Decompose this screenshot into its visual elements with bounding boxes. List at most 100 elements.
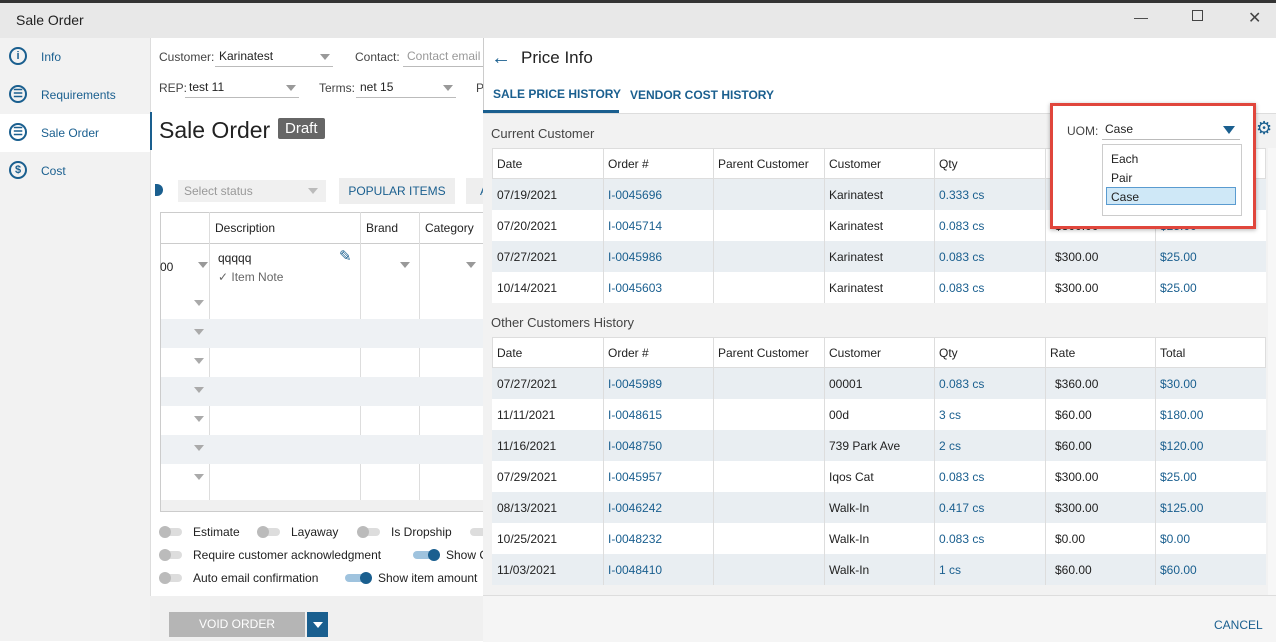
customer-input[interactable]: Karinatest [215, 46, 333, 67]
dropdown-arrow [400, 262, 410, 268]
cell-qty: 0.083 cs [939, 377, 985, 391]
column-divider [713, 148, 714, 303]
option-label: Show item amount [378, 571, 478, 585]
cell-date: 07/27/2021 [497, 250, 558, 264]
toggle[interactable] [258, 528, 280, 536]
column-divider [360, 212, 361, 500]
placeholder: Contact email [407, 49, 481, 63]
option-label: Estimate [193, 525, 240, 539]
terms-input[interactable]: net 15 [356, 77, 456, 98]
close[interactable]: ✕ [1248, 10, 1262, 27]
dropdown-arrow [194, 387, 204, 393]
status-select[interactable]: Select status [178, 180, 326, 202]
cell-order: I-0046242 [608, 501, 663, 515]
popular-items-button[interactable]: POPULAR ITEMS [339, 178, 455, 204]
toggle[interactable] [160, 551, 182, 559]
toggle[interactable] [160, 574, 182, 582]
value: Case [1105, 122, 1134, 136]
tab-indicator [483, 110, 619, 113]
cell-rate: $300.00 [1055, 501, 1099, 515]
dropdown-arrow [443, 85, 453, 91]
void-order-button[interactable]: VOID ORDER [169, 612, 305, 637]
table-row [492, 523, 1266, 554]
cell-order: I-0045986 [608, 250, 663, 264]
toggle[interactable] [160, 528, 182, 536]
cell-order: I-0048615 [608, 408, 663, 422]
cell-customer: 00d [829, 408, 850, 422]
cell-total: $125.00 [1160, 501, 1204, 515]
label: Terms: [319, 81, 355, 95]
row-stripe [161, 319, 483, 348]
dropdown-arrow [194, 358, 204, 364]
divider [483, 113, 1276, 114]
arrow [313, 622, 323, 628]
tab[interactable]: VENDOR COST HISTORY [630, 88, 775, 102]
column-header: Qty [939, 157, 958, 171]
cell-date: 07/27/2021 [497, 377, 558, 391]
cell-date: 08/13/2021 [497, 501, 558, 515]
icon: ☰ [9, 85, 27, 103]
cell-total: $25.00 [1160, 250, 1197, 264]
column-header: Date [497, 346, 523, 360]
toggle[interactable] [413, 551, 435, 559]
cell-rate: $300.00 [1055, 281, 1099, 295]
window-title: Sale Order [16, 12, 84, 28]
nav-item[interactable]: Info [41, 50, 62, 64]
column-divider [1045, 148, 1046, 303]
dropdown-arrow [286, 85, 296, 91]
cell-qty: 0.417 cs [939, 501, 985, 515]
back-button[interactable]: ← [491, 47, 511, 69]
cell-customer: Walk-In [829, 501, 870, 515]
nav-item[interactable]: Requirements [41, 88, 116, 102]
cell-date: 11/16/2021 [497, 439, 557, 453]
toggle[interactable] [345, 574, 367, 582]
cancel-button[interactable]: CANCEL [1214, 618, 1263, 632]
uom-option[interactable]: Case [1111, 190, 1140, 204]
nav-item[interactable]: Cost [41, 164, 66, 178]
cell-total: $25.00 [1160, 470, 1197, 484]
column-divider [209, 212, 210, 500]
minimize[interactable]: — [1134, 9, 1148, 25]
cell-date: 11/03/2021 [497, 563, 557, 577]
cell-date: 07/29/2021 [497, 470, 558, 484]
label: P [476, 81, 485, 95]
toggle[interactable] [470, 528, 483, 536]
row-stripe [161, 435, 483, 464]
cell-customer: Karinatest [829, 281, 884, 295]
cell: ✓ Item Note [218, 270, 284, 284]
column-header: Parent Customer [718, 346, 809, 360]
dropdown-arrow [194, 445, 204, 451]
button[interactable]: A [466, 178, 488, 204]
cell-order: I-0048232 [608, 532, 663, 546]
column-header: Customer [829, 346, 882, 360]
cell-rate: $360.00 [1055, 377, 1099, 391]
void-menu-button[interactable] [307, 612, 328, 637]
nav-item[interactable]: Sale Order [41, 126, 100, 140]
scrollbar [1268, 148, 1276, 595]
toggle-knob [159, 549, 171, 561]
cell-customer: 739 Park Ave [829, 439, 901, 453]
edit-icon[interactable]: ✎ [339, 248, 352, 265]
column-divider [824, 148, 825, 303]
column-divider [824, 337, 825, 585]
rep-input[interactable]: test 11 [185, 77, 299, 98]
toggle[interactable] [358, 528, 380, 536]
table-row [492, 492, 1266, 523]
tab[interactable]: SALE PRICE HISTORY [493, 87, 622, 101]
toggle-knob [428, 549, 440, 561]
settings-button[interactable]: ⚙ [1256, 118, 1273, 138]
cell-date: 10/25/2021 [497, 532, 558, 546]
cell-customer: Karinatest [829, 188, 884, 202]
dropdown-arrow [194, 300, 204, 306]
option-label: Layaway [291, 525, 339, 539]
contact-input[interactable]: Contact email [403, 46, 483, 67]
uom-option[interactable]: Pair [1111, 171, 1133, 185]
restore[interactable] [1192, 10, 1203, 21]
uom-select[interactable]: Case [1102, 119, 1240, 140]
column-divider [419, 212, 420, 500]
cell-qty: 3 cs [939, 408, 962, 422]
option-label: Auto email confirmation [193, 571, 319, 585]
section-title: Current Customer [491, 126, 595, 141]
icon: $ [9, 161, 27, 179]
uom-option[interactable]: Each [1111, 152, 1139, 166]
